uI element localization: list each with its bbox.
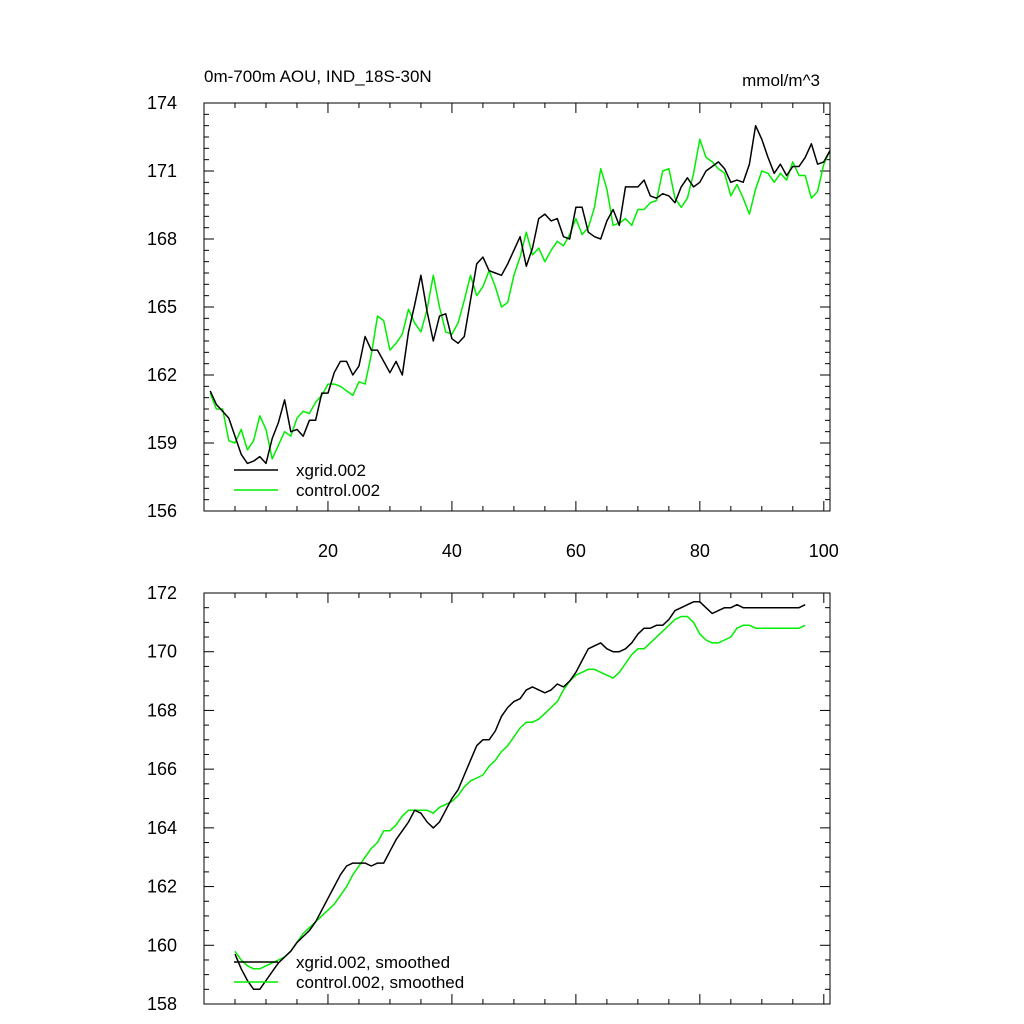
series-line-control-002-smoothed [234, 615, 806, 970]
legend-label: xgrid.002, smoothed [296, 953, 450, 972]
x-tick-label: 40 [442, 541, 462, 561]
legend-label: control.002, smoothed [296, 973, 464, 992]
bottom-panel: 158 160 162 164 166 168 170 172 xgrid.002, smoo… [147, 583, 831, 1014]
y-tick-label: 160 [147, 935, 177, 955]
y-tick-label: 172 [147, 583, 177, 603]
y-tick-label: 158 [147, 994, 177, 1014]
y-tick-label: 174 [147, 93, 177, 113]
x-tick-label: 20 [318, 541, 338, 561]
y-tick-label: 171 [147, 161, 177, 181]
x-tick-label: 80 [690, 541, 710, 561]
x-tick-label: 100 [809, 541, 839, 561]
legend-label: xgrid.002 [296, 461, 366, 480]
legend-label: control.002 [296, 481, 380, 500]
plot-frame [203, 592, 831, 1005]
series-line-control-002 [209, 138, 831, 460]
series-line-xgrid-002-smoothed [234, 601, 806, 991]
y-tick-label: 164 [147, 818, 177, 838]
y-tick-label: 159 [147, 433, 177, 453]
y-tick-label: 170 [147, 642, 177, 662]
y-tick-label: 168 [147, 229, 177, 249]
series-line-xgrid-002 [209, 124, 831, 465]
y-tick-label: 156 [147, 501, 177, 521]
plot-frame [203, 102, 831, 512]
top-panel: 0m-700m AOU, IND_18S-30N mmol/m^3 156 159… [147, 67, 839, 561]
x-tick-label: 60 [566, 541, 586, 561]
y-tick-label: 166 [147, 759, 177, 779]
y-tick-label: 165 [147, 297, 177, 317]
chart-title: 0m-700m AOU, IND_18S-30N [204, 67, 432, 86]
y-tick-label: 162 [147, 877, 177, 897]
y-tick-label: 162 [147, 365, 177, 385]
y-tick-label: 168 [147, 700, 177, 720]
units-label: mmol/m^3 [742, 71, 820, 90]
